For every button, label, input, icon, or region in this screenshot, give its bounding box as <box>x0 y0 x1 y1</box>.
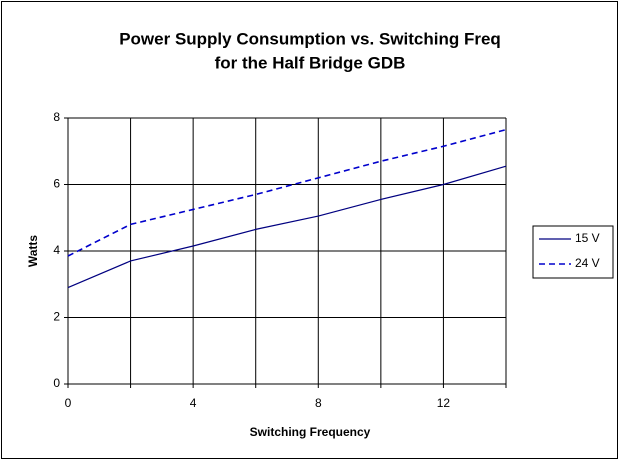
x-tick-label: 12 <box>437 396 451 410</box>
x-axis-label: Switching Frequency <box>250 425 371 439</box>
x-tick-label: 8 <box>315 396 322 410</box>
x-tick-label: 4 <box>190 396 197 410</box>
chart-title: Power Supply Consumption vs. Switching F… <box>119 29 501 48</box>
y-tick-label: 6 <box>53 177 60 191</box>
chart-title: for the Half Bridge GDB <box>215 53 406 72</box>
y-tick-label: 4 <box>53 243 60 257</box>
legend-box <box>532 225 614 279</box>
line-series <box>67 128 507 257</box>
y-axis-label: Watts <box>26 235 40 268</box>
legend-label: 15 V <box>575 231 600 245</box>
x-tick-label: 0 <box>65 396 72 410</box>
line-series <box>67 165 507 289</box>
legend-label: 24 V <box>575 256 600 270</box>
y-tick-label: 2 <box>53 310 60 324</box>
y-tick-label: 0 <box>53 376 60 390</box>
y-tick-label: 8 <box>53 110 60 124</box>
